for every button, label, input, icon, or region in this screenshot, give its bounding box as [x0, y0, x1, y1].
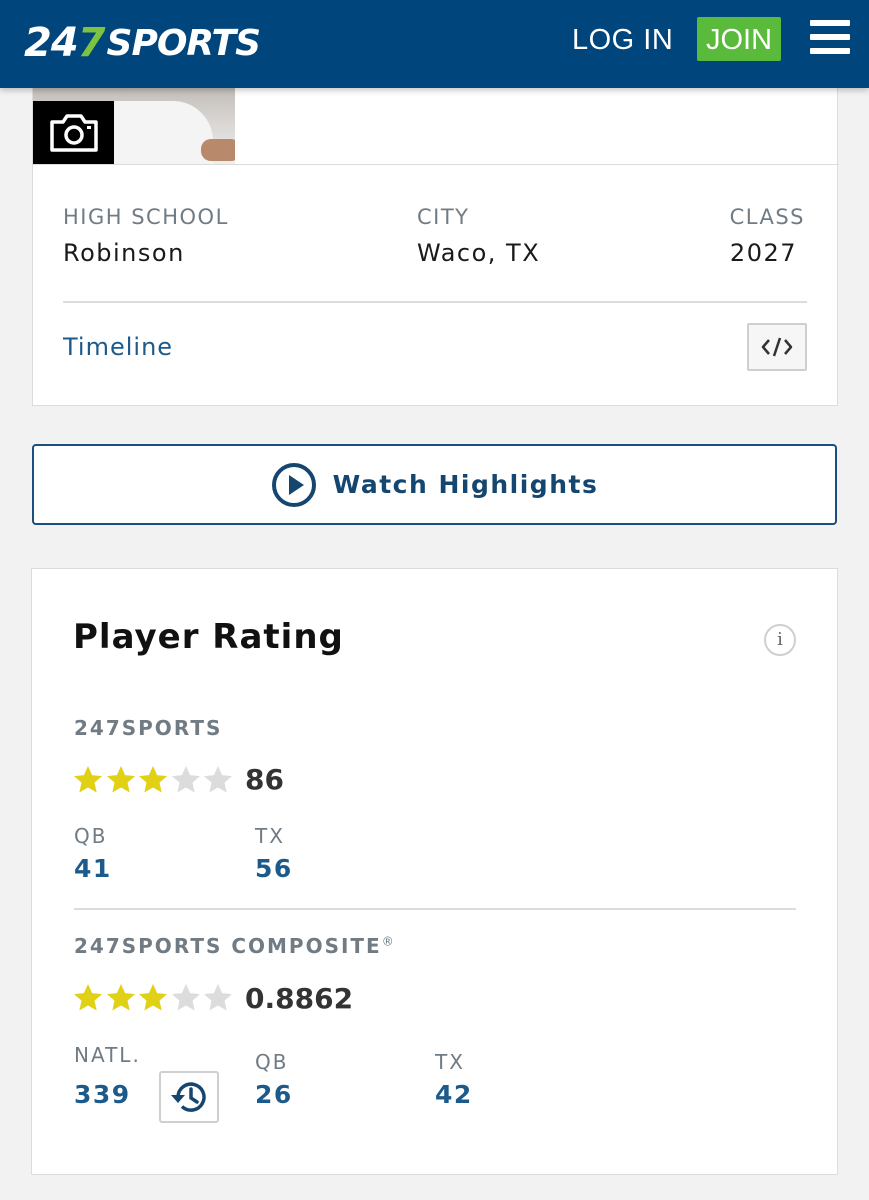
logo-text-24: 24	[24, 20, 79, 66]
class-value: 2027	[729, 239, 797, 267]
composite-position-rank[interactable]: 26	[255, 1080, 293, 1109]
composite-state-label: TX	[435, 1050, 465, 1074]
embed-code-button[interactable]	[747, 323, 807, 371]
sports247-star-rating	[72, 764, 235, 796]
sports247-position-label: QB	[74, 824, 108, 848]
star-empty-icon	[204, 766, 232, 793]
watch-highlights-button[interactable]: Watch Highlights	[32, 444, 837, 525]
class-label: CLASS	[729, 205, 805, 229]
star-filled-icon	[106, 766, 135, 793]
logo-text-7: 7	[77, 20, 106, 66]
logo-text-sports: SPORTS	[106, 22, 262, 64]
sports247-state-rank[interactable]: 56	[255, 854, 293, 883]
history-icon	[171, 1082, 206, 1112]
login-button[interactable]: LOG IN	[572, 20, 673, 60]
camera-icon[interactable]	[33, 101, 114, 165]
star-filled-icon	[74, 766, 102, 793]
sports247-position-rank[interactable]: 41	[74, 854, 112, 883]
player-rating-title: Player Rating	[73, 617, 344, 657]
star-filled-icon	[74, 984, 102, 1011]
star-empty-icon	[204, 984, 232, 1011]
site-header: 24 7 SPORTS LOG IN JOIN	[0, 0, 869, 88]
composite-position-label: QB	[255, 1050, 289, 1074]
watch-highlights-label: Watch Highlights	[332, 470, 599, 499]
sports247-state-label: TX	[255, 824, 285, 848]
city-label: CITY	[417, 205, 470, 229]
composite-score: 0.8862	[245, 982, 354, 1015]
star-filled-icon	[139, 984, 167, 1011]
site-logo[interactable]: 24 7 SPORTS	[24, 18, 262, 68]
composite-star-rating	[72, 982, 235, 1014]
divider	[33, 164, 839, 165]
player-profile-card: HIGH SCHOOL Robinson CITY Waco, TX CLASS…	[32, 70, 839, 406]
rank-history-button[interactable]	[159, 1071, 219, 1123]
divider	[74, 908, 796, 910]
composite-rating-label: 247SPORTS COMPOSITE®	[74, 934, 396, 958]
composite-state-rank[interactable]: 42	[435, 1080, 473, 1109]
divider	[63, 301, 807, 303]
star-empty-icon	[171, 766, 200, 793]
code-icon	[761, 337, 793, 357]
high-school-value: Robinson	[63, 239, 185, 267]
join-button[interactable]: JOIN	[697, 17, 781, 61]
city-value: Waco, TX	[417, 239, 541, 267]
composite-national-rank[interactable]: 339	[74, 1080, 131, 1109]
sports247-rating-label: 247SPORTS	[74, 716, 223, 740]
star-empty-icon	[171, 984, 200, 1011]
play-icon	[271, 462, 316, 507]
high-school-label: HIGH SCHOOL	[63, 205, 229, 229]
timeline-link[interactable]: Timeline	[63, 333, 174, 361]
composite-national-label: NATL.	[74, 1043, 141, 1067]
hamburger-menu-icon[interactable]	[810, 20, 850, 54]
info-icon[interactable]: i	[764, 624, 796, 656]
player-rating-card: Player Rating i 247SPORTS 86 QB 41 TX 56…	[31, 568, 838, 1175]
star-filled-icon	[106, 984, 135, 1011]
sports247-score: 86	[245, 763, 284, 796]
star-filled-icon	[139, 766, 167, 793]
